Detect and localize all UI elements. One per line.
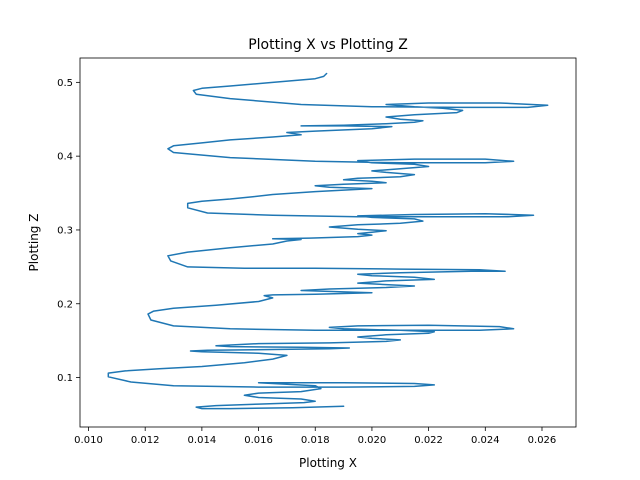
x-tick-label: 0.022 — [414, 435, 443, 446]
series-line — [107, 72, 549, 410]
x-axis-ticks: 0.010 0.012 0.014 0.016 0.018 0.020 0.022 0.024… — [74, 427, 556, 446]
x-tick-label: 0.018 — [301, 435, 330, 446]
chart-title: Plotting X vs Plotting Z — [248, 37, 408, 53]
x-tick-label: 0.024 — [471, 435, 500, 446]
y-axis-ticks: 0.1 0.2 0.3 0.4 0.5 — [57, 78, 80, 384]
plot-area-frame — [79, 57, 577, 428]
x-axis-label: Plotting X — [299, 456, 357, 470]
y-tick-label: 0.2 — [57, 299, 73, 310]
x-tick-label: 0.020 — [358, 435, 387, 446]
y-axis-label: Plotting Z — [27, 214, 41, 272]
x-tick-label: 0.010 — [74, 435, 103, 446]
x-tick-label: 0.016 — [244, 435, 273, 446]
y-tick-label: 0.1 — [57, 373, 73, 384]
x-tick-label: 0.014 — [188, 435, 217, 446]
y-tick-label: 0.4 — [57, 152, 73, 163]
x-tick-label: 0.012 — [131, 435, 160, 446]
x-tick-label: 0.026 — [528, 435, 557, 446]
plot-area-background — [80, 58, 576, 427]
series-layer — [107, 72, 549, 410]
y-tick-label: 0.3 — [57, 225, 73, 236]
y-tick-label: 0.5 — [57, 78, 73, 89]
